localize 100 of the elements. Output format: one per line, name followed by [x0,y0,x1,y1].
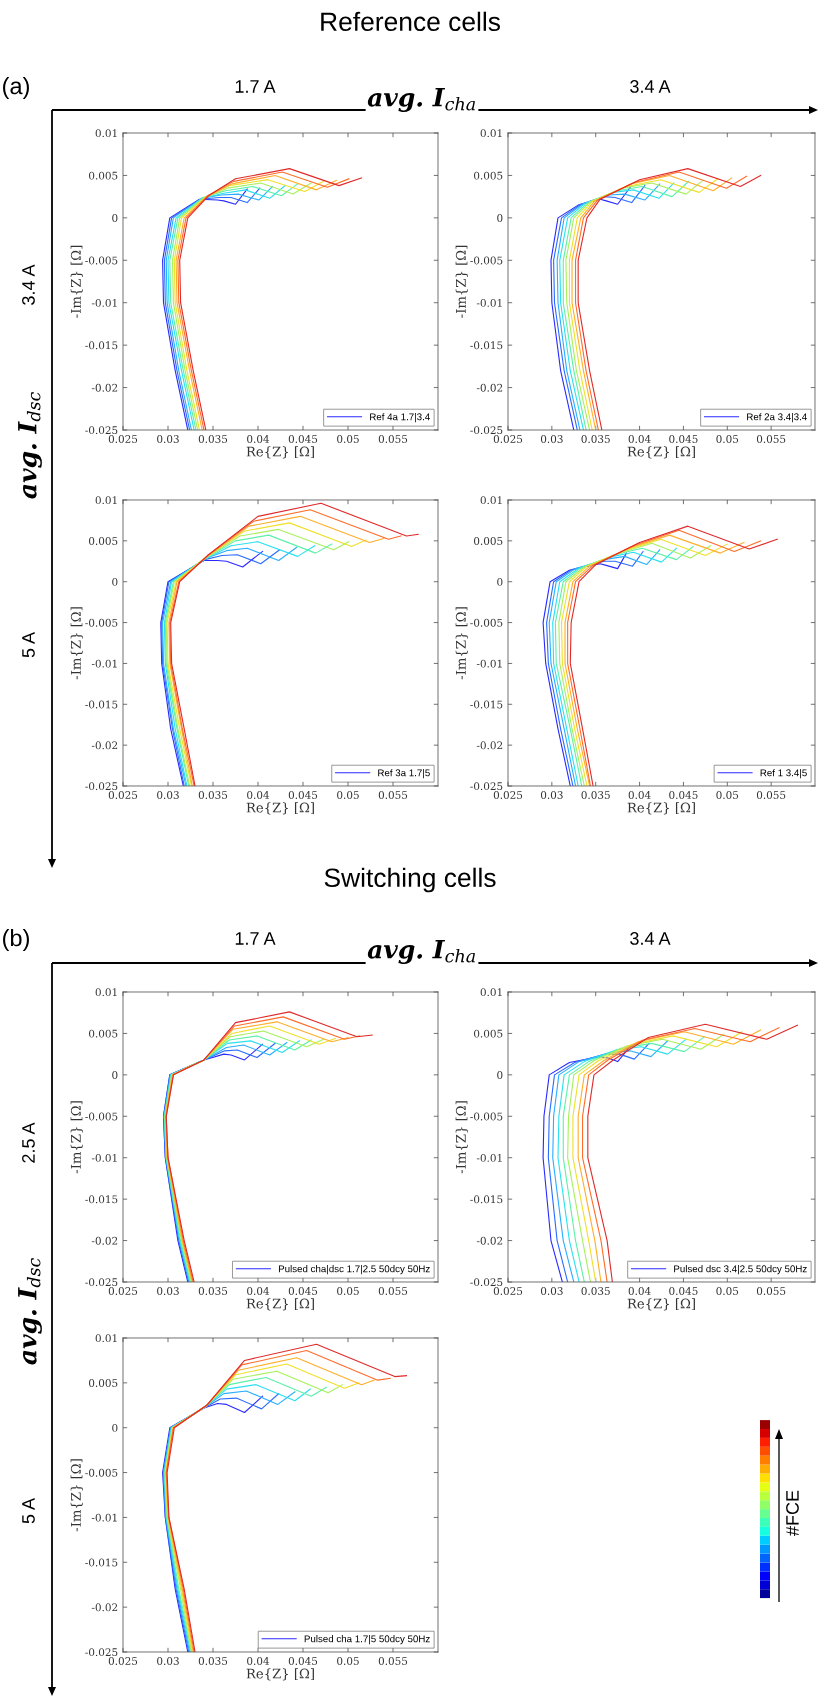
x-tick-label: 0.025 [493,791,523,799]
y-tick-label: -0.02 [476,383,503,392]
y-tick-label: -0.005 [85,1468,118,1477]
y-tick-label: -0.005 [470,618,503,627]
x-tick-label: 0.025 [108,791,138,799]
text: 3.4 A [630,80,671,93]
y-tick-label: -0.01 [91,1513,117,1522]
text: 3.4 A [22,264,35,305]
text: 5 A [22,1497,35,1524]
x-tick-label: 0.05 [716,1287,739,1295]
legend-label: Ref 4a 1.7|3.4 [370,413,430,423]
y-tick-label: -0.025 [85,426,118,435]
y-tick-label: -0.025 [85,1278,118,1287]
y-tick-label: -0.025 [85,782,118,791]
legend-label: Pulsed cha 1.7|5 50dcy 50Hz [304,1635,430,1645]
x-tick-label: 0.055 [378,791,408,799]
x-tick-label: 0.04 [247,1287,270,1295]
y-tick-label: 0 [112,1423,118,1432]
legend-label: Pulsed cha|dsc 1.7|2.5 50dcy 50Hz [278,1265,430,1275]
y-tick-label: 0.005 [89,1379,118,1387]
legend-label: Ref 3a 1.7|5 [378,769,430,779]
x-tick-label: 0.035 [198,791,228,799]
x-tick-label: 0.025 [108,1657,138,1665]
x-tick-label: 0.05 [337,435,359,443]
y-tick-label: -0.025 [470,1278,503,1287]
y-tick-label: 0.005 [89,171,118,180]
y-tick-label: 0.01 [95,129,117,138]
y-tick-label: -0.01 [91,1153,117,1162]
y-tick-label: -0.02 [91,1236,118,1245]
x-tick-label: 0.055 [756,791,786,799]
x-tick-label: 0.055 [378,1287,408,1295]
y-tick-label: -0.015 [470,341,503,350]
y-tick-label: -0.005 [470,256,503,265]
y-tick-label: 0 [112,214,118,222]
legend-label: Ref 1 3.4|5 [760,769,807,779]
x-tick-label: 0.055 [378,1657,408,1665]
y-tick-label: -0.02 [476,1236,503,1245]
x-axis-title: Re{Z} [Ω] [246,802,314,815]
y-tick-label: 0 [112,1071,118,1079]
y-tick-label: -0.015 [470,1195,503,1204]
y-axis-title: -Im{Z} [Ω] [455,1101,468,1174]
text: 1.7 A [235,932,276,945]
x-tick-label: 0.03 [540,791,563,799]
y-tick-label: 0.01 [95,496,117,505]
x-tick-label: 0.035 [581,1287,610,1295]
x-axis-title: Re{Z} [Ω] [627,1298,695,1311]
y-tick-label: 0.01 [480,496,502,505]
y-tick-label: -0.005 [85,618,118,627]
x-axis-title: Re{Z} [Ω] [627,446,695,459]
y-tick-label: -0.02 [91,741,118,750]
y-tick-label: 0 [497,214,503,222]
x-tick-label: 0.045 [288,1657,318,1665]
x-tick-label: 0.03 [157,1657,179,1665]
y-tick-label: 0 [497,577,503,586]
x-tick-label: 0.03 [540,1287,563,1295]
x-tick-label: 0.035 [198,1657,228,1665]
y-axis-title: -Im{Z} [Ω] [70,1101,83,1174]
text: avg. I$_{dsc}$ [18,391,42,499]
y-tick-label: -0.01 [476,659,502,668]
x-tick-label: 0.05 [337,1657,359,1665]
x-tick-label: 0.055 [756,435,786,443]
y-tick-label: -0.02 [476,741,503,750]
x-tick-label: 0.025 [493,435,523,443]
x-tick-label: 0.045 [669,1287,698,1295]
y-tick-label: 0.005 [474,537,503,545]
legend-label: Ref 2a 3.4|3.4 [747,413,807,423]
text: 3.4 A [630,932,671,945]
y-axis-title: -Im{Z} [Ω] [70,245,83,318]
text: avg. I$_{dsc}$ [18,1257,42,1365]
x-tick-label: 0.05 [337,1287,359,1295]
y-axis-title: -Im{Z} [Ω] [455,245,468,318]
x-tick-label: 0.04 [628,1287,651,1295]
x-axis-title: Re{Z} [Ω] [627,802,695,815]
y-tick-label: -0.015 [85,700,118,709]
legend-label: Pulsed dsc 3.4|2.5 50dcy 50Hz [674,1265,807,1275]
y-tick-label: 0.01 [480,988,502,997]
x-tick-label: 0.04 [247,435,270,443]
text: avg. I$_{cha}$ [367,88,475,112]
x-tick-label: 0.025 [108,1287,138,1295]
x-tick-label: 0.035 [581,791,610,799]
x-tick-label: 0.025 [493,1287,523,1295]
x-axis-title: Re{Z} [Ω] [246,446,314,459]
y-tick-label: 0.01 [95,1334,117,1343]
y-tick-label: 0.005 [474,1029,503,1038]
y-tick-label: 0.01 [480,129,502,138]
x-tick-label: 0.03 [157,791,179,799]
x-tick-label: 0.045 [288,1287,318,1295]
y-tick-label: -0.025 [470,782,503,791]
x-tick-label: 0.035 [198,1287,228,1295]
text: avg. I$_{cha}$ [367,940,475,964]
x-tick-label: 0.03 [157,1287,179,1295]
y-tick-label: -0.005 [470,1112,503,1121]
y-tick-label: -0.015 [470,700,503,709]
y-axis-title: -Im{Z} [Ω] [455,607,468,680]
text: #FCE [786,1490,799,1536]
x-tick-label: 0.05 [337,791,359,799]
y-tick-label: -0.015 [85,1558,118,1567]
text: 2.5 A [22,1122,35,1163]
y-tick-label: 0.01 [95,988,117,997]
y-tick-label: -0.01 [91,659,117,668]
